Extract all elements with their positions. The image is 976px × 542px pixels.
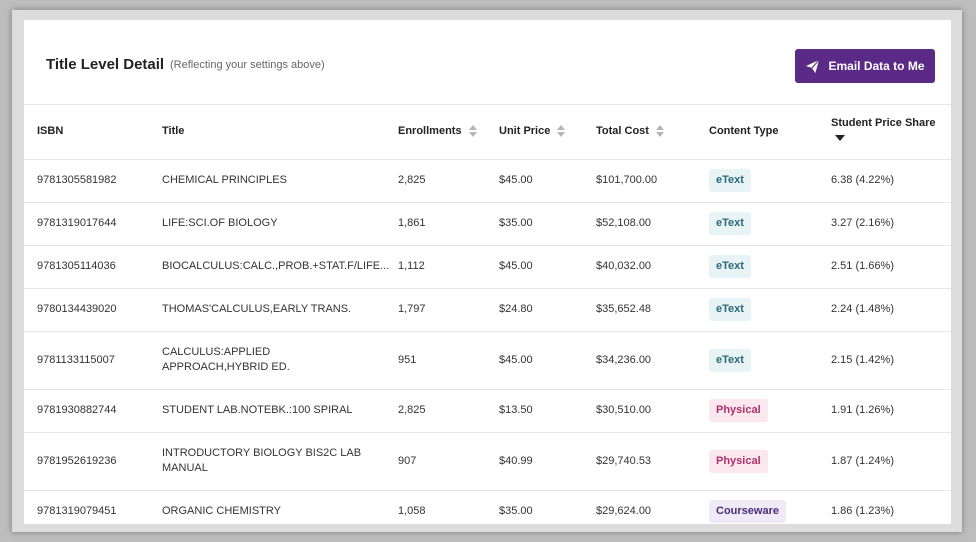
table-row: 9781952619236 INTRODUCTORY BIOLOGY BIS2C … — [24, 432, 951, 491]
cell-total-cost: $29,624.00 — [583, 490, 696, 524]
cell-student-price-share: 1.87 (1.24%) — [818, 432, 951, 491]
cell-title: CALCULUS:APPLIED APPROACH,HYBRID ED. — [149, 331, 385, 390]
sort-icon[interactable] — [656, 125, 665, 138]
column-header-title: Title — [149, 104, 385, 160]
column-header-student-price-share[interactable]: Student Price Share — [818, 104, 951, 160]
cell-content-type: Physical — [696, 389, 818, 433]
cell-content-type: eText — [696, 159, 818, 203]
table-row: 9781930882744 STUDENT LAB.NOTEBK.:100 SPI… — [24, 389, 951, 433]
cell-total-cost: $30,510.00 — [583, 389, 696, 433]
cell-unit-price: $45.00 — [486, 159, 583, 203]
cell-enrollments: 1,797 — [385, 288, 486, 332]
content-type-badge: Courseware — [709, 500, 786, 523]
cell-student-price-share: 2.51 (1.66%) — [818, 245, 951, 289]
content-type-badge: eText — [709, 255, 751, 278]
sort-icon[interactable] — [468, 125, 477, 138]
cell-content-type: eText — [696, 202, 818, 246]
cell-enrollments: 1,861 — [385, 202, 486, 246]
content-type-badge: Physical — [709, 449, 768, 473]
cell-content-type: Courseware — [696, 490, 818, 524]
cell-student-price-share: 1.91 (1.26%) — [818, 389, 951, 433]
cell-enrollments: 907 — [385, 432, 486, 491]
page-subtitle: (Reflecting your settings above) — [170, 59, 325, 71]
table-body: 9781305581982 CHEMICAL PRINCIPLES 2,825 $45… — [24, 159, 951, 524]
content-type-badge: eText — [709, 212, 751, 235]
cell-unit-price: $24.80 — [486, 288, 583, 332]
table-row: 9780134439020 THOMAS'CALCULUS,EARLY TRANS… — [24, 288, 951, 332]
cell-isbn: 9780134439020 — [24, 288, 149, 332]
cell-total-cost: $40,032.00 — [583, 245, 696, 289]
content-type-badge: eText — [709, 169, 751, 192]
column-header-unit-price[interactable]: Unit Price — [486, 104, 583, 160]
cell-enrollments: 2,825 — [385, 159, 486, 203]
content-type-badge: eText — [709, 298, 751, 321]
cell-enrollments: 1,058 — [385, 490, 486, 524]
cell-student-price-share: 6.38 (4.22%) — [818, 159, 951, 203]
cell-content-type: eText — [696, 331, 818, 390]
cell-isbn: 9781952619236 — [24, 432, 149, 491]
cell-enrollments: 951 — [385, 331, 486, 390]
table-row: 9781305114036 BIOCALCULUS:CALC.,PROB.+STA… — [24, 245, 951, 289]
cell-total-cost: $29,740.53 — [583, 432, 696, 491]
cell-unit-price: $40.99 — [486, 432, 583, 491]
cell-student-price-share: 3.27 (2.16%) — [818, 202, 951, 246]
cell-isbn: 9781305114036 — [24, 245, 149, 289]
table-row: 9781319017644 LIFE:SCI.OF BIOLOGY 1,861 $35… — [24, 202, 951, 246]
cell-isbn: 9781930882744 — [24, 389, 149, 433]
title-level-detail-panel: Title Level Detail (Reflecting your sett… — [24, 20, 951, 524]
cell-unit-price: $35.00 — [486, 490, 583, 524]
sort-icon[interactable] — [557, 125, 566, 138]
send-icon — [806, 59, 820, 73]
cell-isbn: 9781133115007 — [24, 331, 149, 390]
email-data-button[interactable]: Email Data to Me — [795, 49, 935, 83]
cell-title: THOMAS'CALCULUS,EARLY TRANS. — [149, 288, 385, 332]
content-type-badge: eText — [709, 348, 751, 372]
column-header-enrollments[interactable]: Enrollments — [385, 104, 486, 160]
cell-unit-price: $45.00 — [486, 245, 583, 289]
panel-header: Title Level Detail (Reflecting your sett… — [24, 20, 951, 105]
table-row: 9781319079451 ORGANIC CHEMISTRY 1,058 $35.0… — [24, 490, 951, 524]
cell-isbn: 9781319079451 — [24, 490, 149, 524]
cell-student-price-share: 2.15 (1.42%) — [818, 331, 951, 390]
column-header-isbn: ISBN — [24, 104, 149, 160]
table-row: 9781305581982 CHEMICAL PRINCIPLES 2,825 $45… — [24, 159, 951, 203]
column-header-total-cost[interactable]: Total Cost — [583, 104, 696, 160]
cell-enrollments: 1,112 — [385, 245, 486, 289]
cell-total-cost: $101,700.00 — [583, 159, 696, 203]
cell-isbn: 9781305581982 — [24, 159, 149, 203]
cell-title: BIOCALCULUS:CALC.,PROB.+STAT.F/LIFE... — [149, 245, 389, 289]
window-frame: Title Level Detail (Reflecting your sett… — [12, 10, 962, 532]
cell-unit-price: $13.50 — [486, 389, 583, 433]
cell-content-type: eText — [696, 245, 818, 289]
column-header-content-type: Content Type — [696, 104, 818, 160]
page-title: Title Level Detail — [46, 56, 165, 73]
cell-title: INTRODUCTORY BIOLOGY BIS2C LAB MANUAL — [149, 432, 385, 491]
table-header: ISBN Title Enrollments Unit Price — [24, 104, 951, 160]
title-detail-table: ISBN Title Enrollments Unit Price — [24, 104, 951, 524]
cell-content-type: Physical — [696, 432, 818, 491]
table-row: 9781133115007 CALCULUS:APPLIED APPROACH,H… — [24, 331, 951, 390]
cell-content-type: eText — [696, 288, 818, 332]
cell-title: LIFE:SCI.OF BIOLOGY — [149, 202, 385, 246]
cell-total-cost: $34,236.00 — [583, 331, 696, 390]
cell-student-price-share: 2.24 (1.48%) — [818, 288, 951, 332]
email-button-label: Email Data to Me — [828, 59, 925, 73]
sort-desc-icon[interactable] — [835, 134, 845, 142]
cell-isbn: 9781319017644 — [24, 202, 149, 246]
cell-title: STUDENT LAB.NOTEBK.:100 SPIRAL — [149, 389, 385, 433]
cell-unit-price: $35.00 — [486, 202, 583, 246]
cell-enrollments: 2,825 — [385, 389, 486, 433]
cell-total-cost: $52,108.00 — [583, 202, 696, 246]
cell-total-cost: $35,652.48 — [583, 288, 696, 332]
cell-student-price-share: 1.86 (1.23%) — [818, 490, 951, 524]
cell-title: CHEMICAL PRINCIPLES — [149, 159, 385, 203]
cell-unit-price: $45.00 — [486, 331, 583, 390]
content-type-badge: Physical — [709, 399, 768, 422]
cell-title: ORGANIC CHEMISTRY — [149, 490, 385, 524]
